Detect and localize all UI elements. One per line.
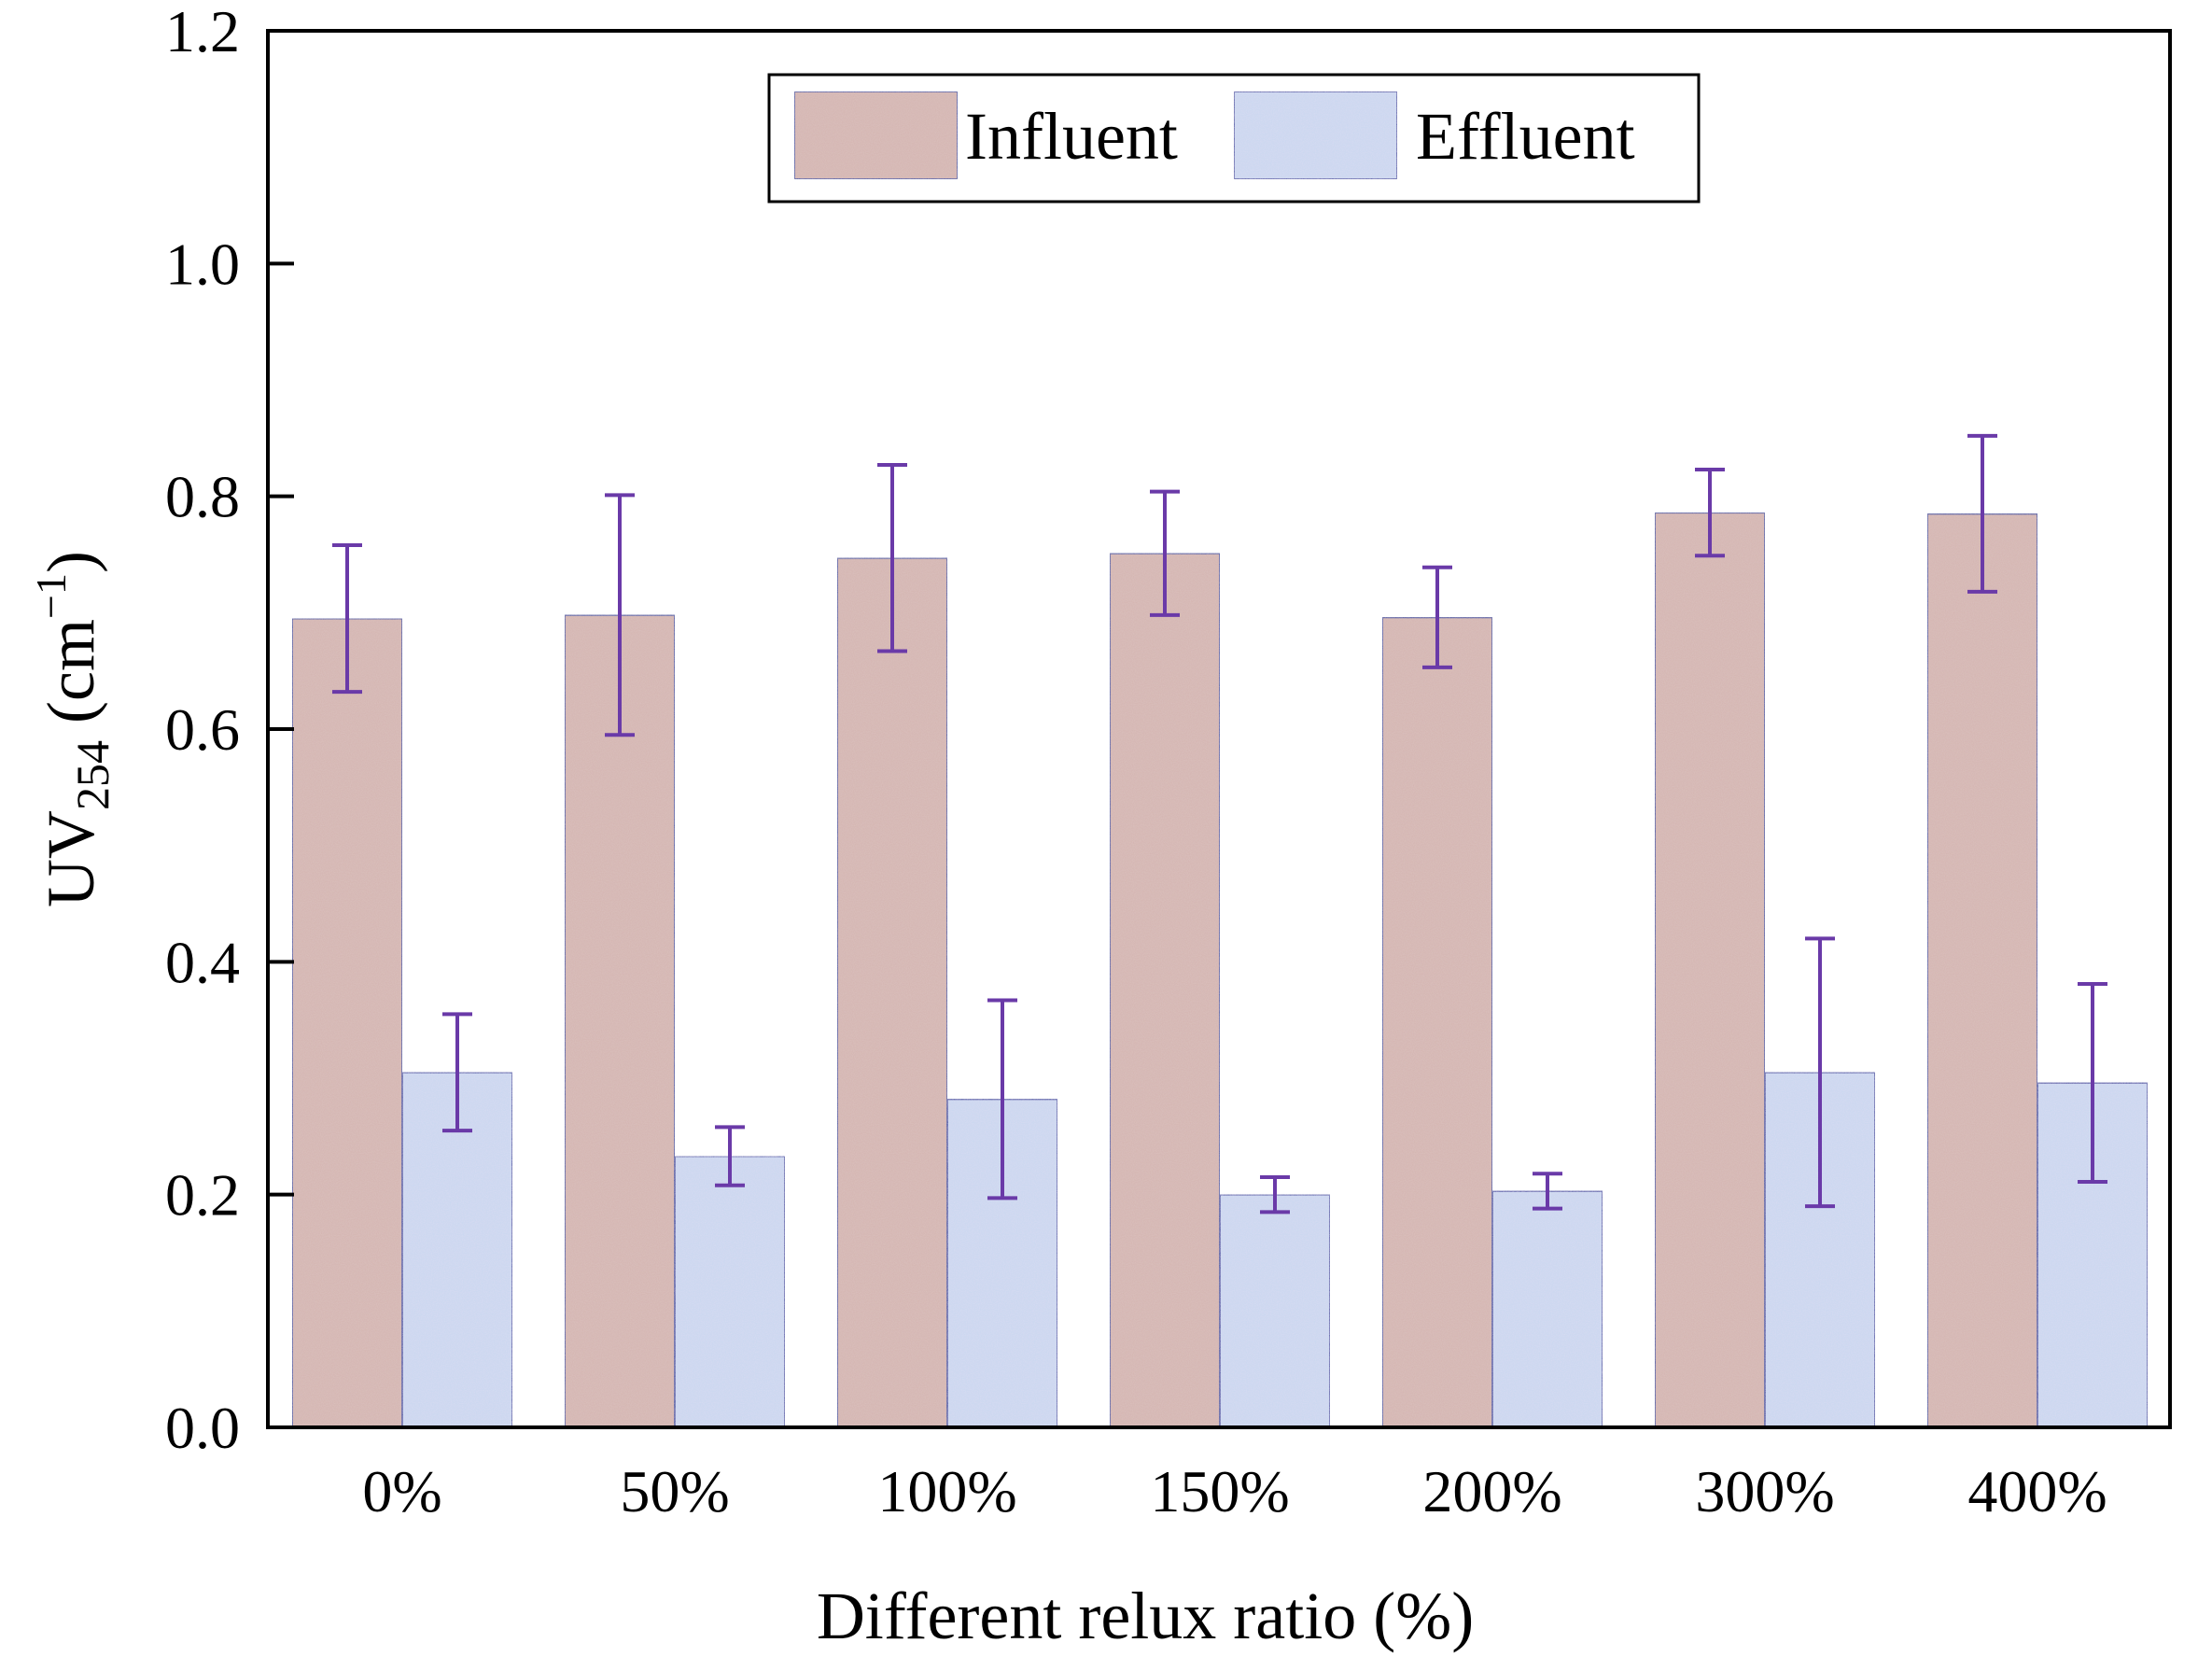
error-bar-influent-0pct [332,543,362,695]
legend-swatch-effluent [1233,91,1398,180]
y-tick-label: 0.4 [165,929,240,995]
bar-influent-400pct [1926,513,2038,1428]
error-bar-influent-400pct [1967,433,1997,594]
bar-influent-0pct [291,617,403,1428]
error-bars-layer [332,433,2107,1215]
bar-influent-150pct [1109,552,1221,1428]
x-axis-ticks: 0% 50% 100% 150% 200% 300% 400% [362,1458,2107,1524]
x-tick-label: 150% [1150,1458,1289,1524]
y-tick-label: 0.8 [165,464,240,530]
legend-label-effluent: Effluent [1416,99,1635,174]
y-axis-ticks: 0.0 0.2 0.4 0.6 0.8 1.0 1.2 [165,0,294,1461]
error-bar-effluent-200pct [1533,1172,1562,1211]
y-tick-label: 1.0 [165,231,240,297]
error-bar-effluent-300pct [1805,936,1835,1209]
error-bar-effluent-150pct [1260,1174,1290,1215]
error-bar-effluent-0pct [442,1012,472,1133]
error-bar-effluent-50pct [715,1125,745,1187]
x-tick-label: 0% [362,1458,441,1524]
y-tick-label: 0.2 [165,1162,240,1229]
bar-effluent-50pct [674,1155,786,1428]
bars-layer [291,512,2149,1429]
legend-swatch-influent [793,91,959,180]
error-bar-effluent-400pct [2078,982,2107,1184]
bar-influent-200pct [1381,616,1493,1428]
error-bar-influent-150pct [1150,489,1180,617]
error-bar-influent-300pct [1695,467,1725,558]
bar-influent-50pct [564,613,676,1428]
y-tick-label: 0.6 [165,696,240,763]
y-tick-label: 0.0 [165,1395,240,1461]
x-tick-label: 200% [1422,1458,1561,1524]
x-tick-label: 300% [1695,1458,1834,1524]
bar-effluent-200pct [1491,1189,1603,1428]
bar-influent-300pct [1654,512,1766,1428]
error-bar-influent-50pct [605,493,635,737]
y-tick-label: 1.2 [165,0,240,64]
x-tick-label: 100% [877,1458,1016,1524]
bar-effluent-150pct [1219,1193,1331,1428]
bar-influent-100pct [836,556,948,1428]
y-axis-label: UV254 (cm−1) [27,551,119,907]
x-tick-label: 400% [1967,1458,2107,1524]
error-bar-influent-100pct [877,463,907,653]
error-bar-effluent-100pct [987,998,1017,1201]
x-tick-label: 50% [620,1458,729,1524]
error-bar-influent-200pct [1422,565,1452,669]
legend: Influent Effluent [767,73,1701,204]
x-axis-label: Different relux ratio (%) [817,1579,1474,1653]
legend-label-influent: Influent [965,99,1178,174]
